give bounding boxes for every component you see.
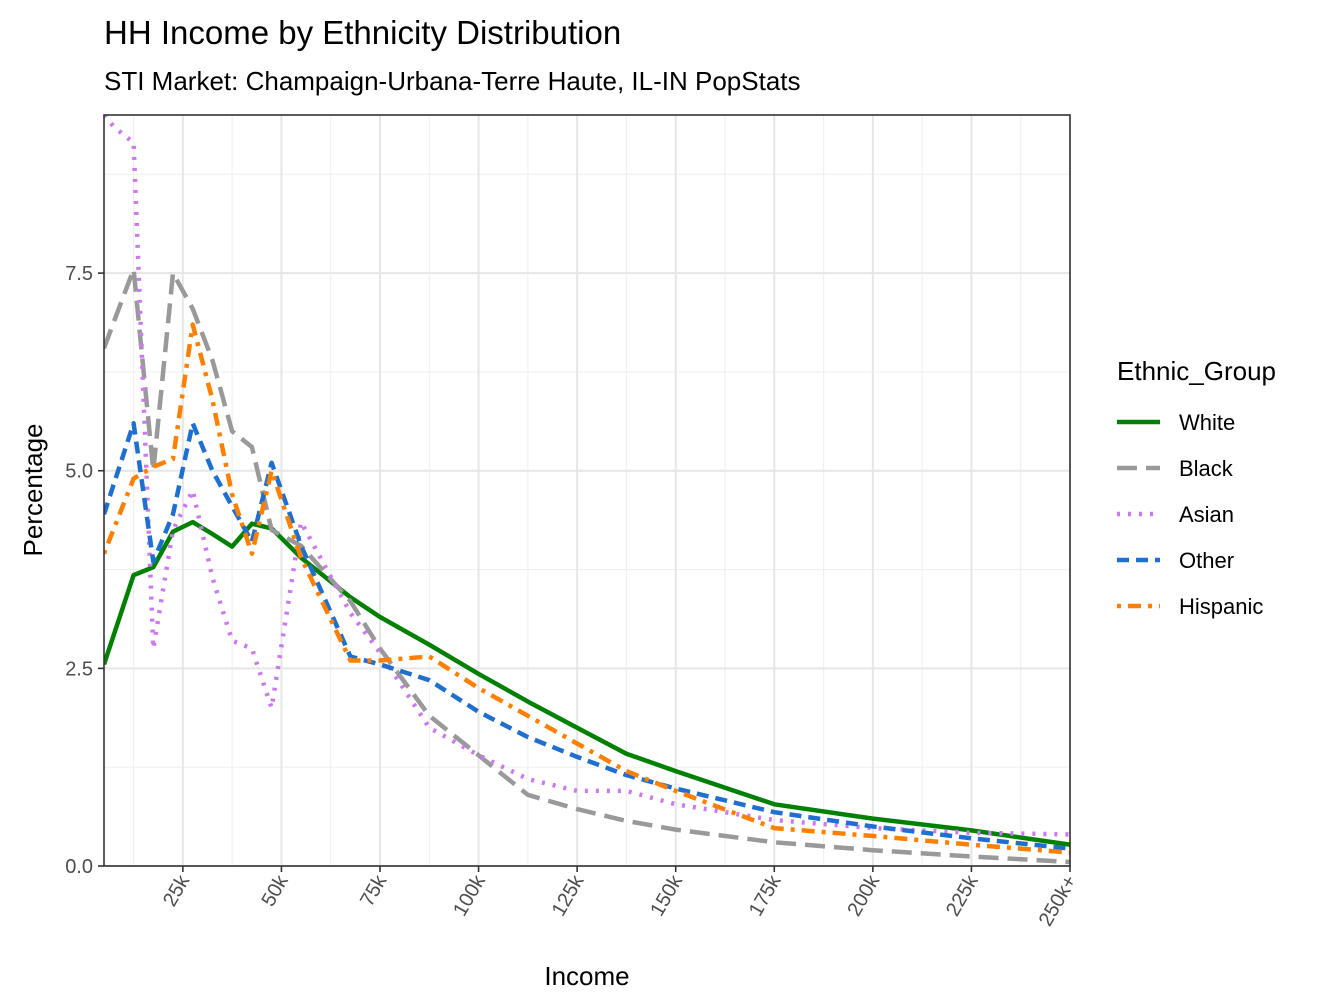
- plot-border: [103, 114, 1071, 867]
- x-tick-label: 100k: [449, 871, 490, 920]
- x-axis-title: Income: [544, 961, 629, 991]
- x-tick-label: 150k: [646, 871, 687, 920]
- legend-label: Asian: [1179, 502, 1234, 527]
- legend: Ethnic_Group White Black Asian Other Hispani…: [1117, 356, 1276, 619]
- legend-label: Hispanic: [1179, 594, 1263, 619]
- chart-subtitle: STI Market: Champaign-Urbana-Terre Haute…: [104, 66, 801, 96]
- y-tick-label: 2.5: [65, 658, 93, 680]
- legend-label: White: [1179, 410, 1235, 435]
- x-tick-label: 175k: [745, 871, 786, 920]
- plot-background: [104, 115, 1070, 866]
- legend-title: Ethnic_Group: [1117, 356, 1276, 386]
- legend-label: Black: [1179, 456, 1234, 481]
- x-tick-label: 125k: [548, 871, 589, 920]
- y-axis-title: Percentage: [18, 424, 48, 557]
- series-lines: [104, 115, 1070, 865]
- x-tick-label: 225k: [942, 871, 983, 920]
- x-axis-ticks: 25k 50k 75k 100k 125k 150k 175k 200k 225k 250k+: [159, 866, 1081, 930]
- legend-label: Other: [1179, 548, 1234, 573]
- x-tick-label: 25k: [159, 871, 195, 911]
- plot-panel: [103, 114, 1071, 867]
- y-tick-label: 7.5: [65, 263, 93, 285]
- series-line-white: [104, 519, 1070, 847]
- chart-title: HH Income by Ethnicity Distribution: [104, 14, 621, 51]
- series-line-hispanic: [104, 322, 1070, 855]
- series-line-other: [104, 421, 1070, 851]
- y-tick-label: 0.0: [65, 856, 93, 878]
- y-tick-label: 5.0: [65, 461, 93, 483]
- minor-gridlines: [104, 115, 1070, 866]
- y-axis-ticks: 0.0 2.5 5.0 7.5: [65, 263, 104, 878]
- x-tick-label: 50k: [258, 871, 294, 911]
- series-line-black: [104, 266, 1070, 865]
- x-tick-label: 75k: [356, 871, 392, 911]
- series-line-asian: [104, 115, 1070, 837]
- x-tick-label: 200k: [843, 871, 884, 920]
- x-tick-label: 250k+: [1035, 872, 1082, 931]
